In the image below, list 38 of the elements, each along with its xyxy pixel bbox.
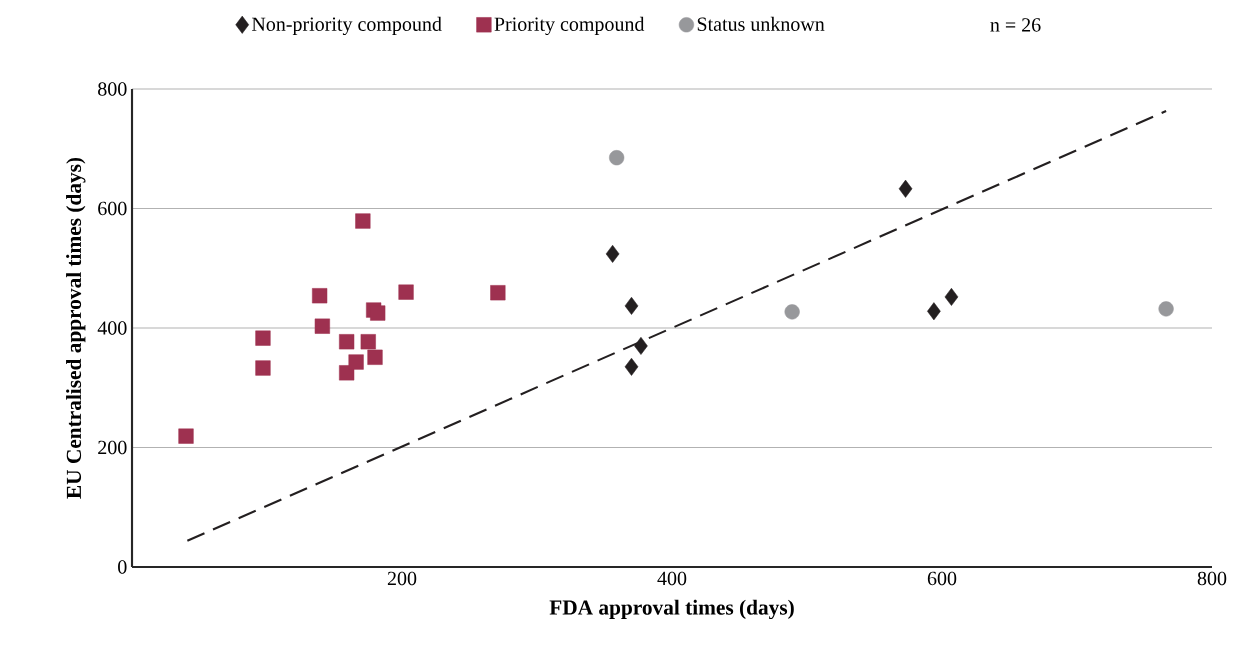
y-axis-title: EU Centralised approval times (days) [66, 157, 86, 499]
point [370, 305, 386, 321]
y-tick-label: 0 [118, 560, 127, 574]
point [605, 244, 620, 263]
point [624, 357, 639, 376]
y-tick-label: 400 [97, 321, 127, 335]
x-axis-title: FDA approval times (days) [549, 599, 794, 620]
point [314, 318, 330, 334]
x-tick-label: 800 [1197, 571, 1227, 586]
point [927, 302, 941, 321]
point [255, 330, 271, 346]
legend-label: Status unknown [697, 16, 825, 31]
x-tick-label: 600 [927, 571, 957, 586]
point [944, 287, 959, 306]
point [312, 288, 328, 304]
y-tick-label: 200 [98, 440, 127, 455]
point [367, 349, 383, 365]
point [348, 354, 364, 370]
point [1158, 301, 1174, 317]
point [624, 296, 639, 315]
point [178, 428, 194, 444]
point [339, 334, 355, 350]
point [609, 150, 625, 166]
legend-label: Priority compound [494, 16, 645, 36]
y-tick-label: 800 [98, 82, 127, 96]
point [634, 336, 648, 355]
point [398, 284, 414, 300]
point [784, 304, 800, 320]
text: n = 26 [990, 18, 1041, 32]
point [898, 179, 913, 198]
x-tick-label: 200 [387, 571, 417, 586]
legend-label: Non-priority compound [251, 16, 442, 36]
y-tick-label: 600 [98, 201, 127, 216]
x-tick-label: 400 [657, 571, 687, 586]
point [355, 213, 371, 229]
point [255, 360, 271, 376]
point [490, 285, 506, 301]
point [360, 334, 376, 350]
